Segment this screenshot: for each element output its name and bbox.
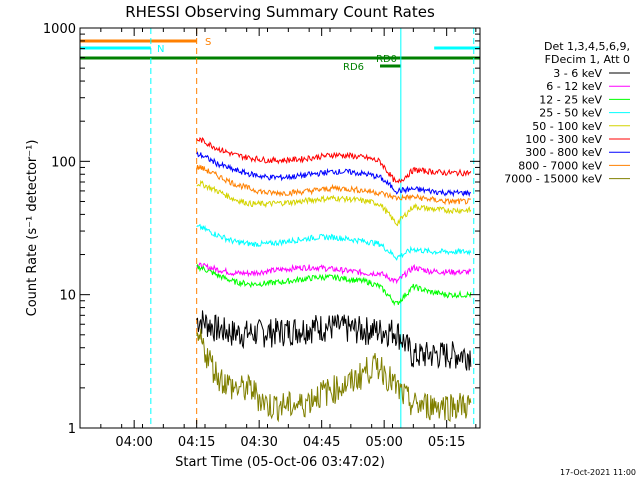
series-line [196, 328, 472, 423]
x-tick-label: 05:00 [365, 435, 402, 450]
series-25-50-kev [196, 223, 472, 261]
y-tick-label: 1000 [43, 22, 76, 37]
instrument-flags: S N RD0 RD6 [80, 37, 480, 73]
legend-label-50-100-kev: 50 - 100 keV [532, 120, 602, 133]
y-axis-ticks: 1 10 100 1000 [43, 22, 480, 437]
legend-label-300-800-kev: 300 - 800 keV [525, 146, 602, 159]
legend-label-800-7000-kev: 800 - 7000 keV [518, 159, 602, 172]
legend: Det 1,3,4,5,6,9,FDecim 1, Att 03 - 6 keV… [504, 40, 630, 186]
y-axis-label: Count Rate (s⁻¹ detector⁻¹) [25, 140, 40, 317]
x-tick-label: 04:45 [303, 435, 340, 450]
legend-header-line: Det 1,3,4,5,6,9, [544, 40, 630, 53]
series-50-100-kev [196, 179, 472, 227]
series-800-7000-kev [196, 164, 472, 206]
series-line [196, 151, 472, 198]
legend-label-12-25-kev: 12 - 25 keV [539, 93, 602, 106]
flag-label-s: S [205, 37, 211, 48]
x-tick-label: 04:00 [115, 435, 152, 450]
chart-title: RHESSI Observing Summary Count Rates [125, 3, 435, 21]
series-line [196, 179, 472, 227]
legend-label-25-50-kev: 25 - 50 keV [539, 107, 602, 120]
series-lines [196, 136, 472, 423]
legend-header-line: FDecim 1, Att 0 [545, 53, 630, 66]
legend-label-7000-15000-kev: 7000 - 15000 keV [504, 173, 602, 186]
series-line [196, 164, 472, 206]
series-12-25-kev [196, 263, 472, 307]
series-6-12-kev [196, 262, 472, 285]
series-line [196, 136, 472, 184]
x-tick-label: 05:15 [428, 435, 465, 450]
legend-label-3-6-kev: 3 - 6 keV [553, 67, 602, 80]
flag-label-n: N [157, 44, 164, 55]
y-tick-label: 10 [59, 289, 76, 304]
series-100-300-kev [196, 136, 472, 184]
plot-frame [79, 27, 481, 429]
series-line [196, 262, 472, 285]
series-line [196, 263, 472, 307]
series-line [196, 310, 472, 371]
flag-label-rd0: RD0 [376, 54, 397, 65]
series-7000-15000-kev [196, 328, 472, 423]
x-axis-label: Start Time (05-Oct-06 03:47:02) [175, 455, 385, 470]
footer-stamp: 17-Oct-2021 11:00 [560, 468, 636, 477]
series-3-6-kev [196, 310, 472, 371]
series-line [196, 223, 472, 261]
y-tick-label: 100 [51, 155, 76, 170]
flag-label-rd6: RD6 [343, 62, 364, 73]
legend-label-100-300-kev: 100 - 300 keV [525, 133, 602, 146]
x-tick-label: 04:30 [240, 435, 277, 450]
time-markers [79, 28, 475, 428]
x-axis-ticks: 04:00 04:15 04:30 04:45 05:00 05:15 [79, 28, 477, 450]
y-tick-label: 1 [68, 422, 76, 437]
legend-label-6-12-kev: 6 - 12 keV [546, 80, 602, 93]
x-tick-label: 04:15 [178, 435, 215, 450]
series-300-800-kev [196, 151, 472, 198]
